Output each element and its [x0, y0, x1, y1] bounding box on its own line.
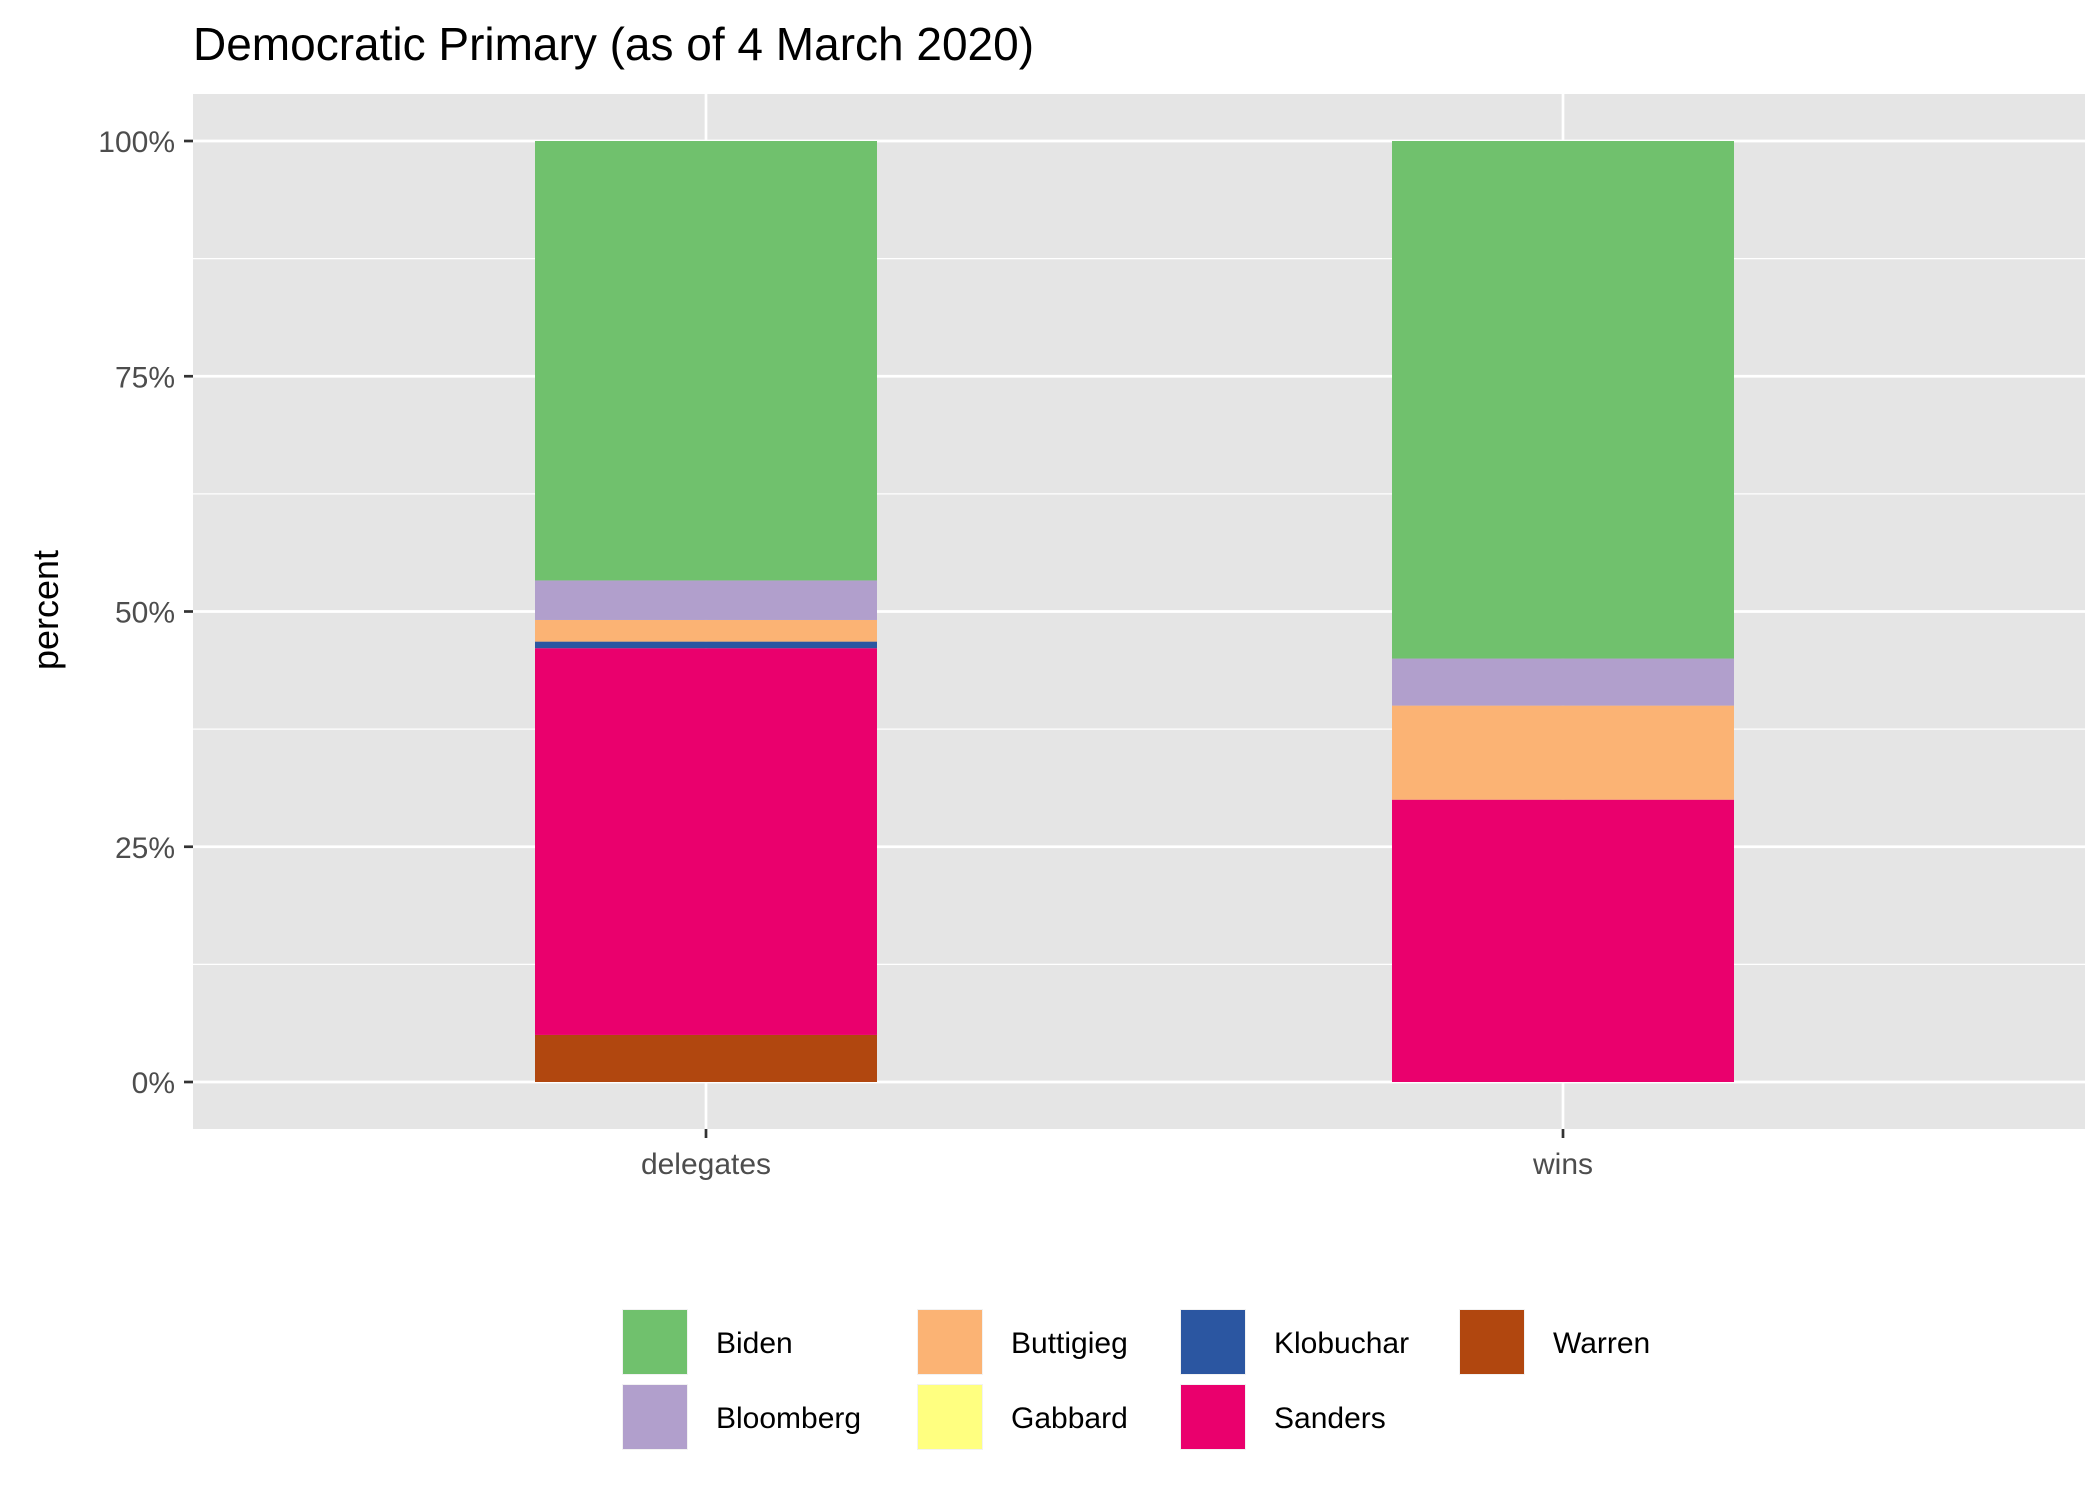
y-axis-title: percent [25, 550, 66, 670]
x-tick-label-delegates: delegates [641, 1148, 771, 1181]
x-axis: delegates wins [641, 1129, 1593, 1181]
legend-swatch [918, 1385, 982, 1449]
bar-wins-sanders [1392, 799, 1734, 1082]
legend-swatch [1460, 1310, 1524, 1374]
y-tick-label: 25% [115, 832, 175, 865]
bar-delegates-biden [535, 141, 877, 581]
legend-item-buttigieg: Buttigieg [917, 1309, 1128, 1375]
y-tick-label: 50% [115, 597, 175, 630]
legend-item-warren: Warren [1459, 1309, 1650, 1375]
x-tick-label-wins: wins [1532, 1148, 1593, 1181]
legend-swatch [1181, 1385, 1245, 1449]
bar-wins-bloomberg [1392, 658, 1734, 706]
bar-delegates-klobuchar [535, 641, 877, 649]
legend-label: Klobuchar [1274, 1327, 1409, 1360]
legend-item-bloomberg: Bloomberg [622, 1384, 861, 1450]
grid-minor [193, 257, 2085, 966]
legend-swatch [623, 1310, 687, 1374]
legend-label: Warren [1553, 1327, 1650, 1360]
legend-item-sanders: Sanders [1180, 1384, 1386, 1450]
bar-wins-buttigieg [1392, 705, 1734, 800]
bars [535, 141, 1734, 1082]
legend-label: Buttigieg [1011, 1327, 1128, 1360]
y-tick-label: 0% [132, 1067, 175, 1100]
legend-item-klobuchar: Klobuchar [1180, 1309, 1409, 1375]
legend-item-biden: Biden [622, 1309, 793, 1375]
legend-label: Bloomberg [716, 1402, 861, 1435]
bar-delegates-warren [535, 1034, 877, 1082]
bar-delegates-bloomberg [535, 580, 877, 620]
bar-wins-biden [1392, 141, 1734, 659]
y-axis: 0% 25% 50% 75% 100% [98, 126, 193, 1100]
legend: Biden Bloomberg Buttigieg Gabbard Klobuchar S… [622, 1309, 1650, 1450]
legend-swatch [623, 1385, 687, 1449]
chart-title: Democratic Primary (as of 4 March 2020) [193, 18, 1034, 70]
legend-label: Biden [716, 1327, 793, 1360]
legend-label: Gabbard [1011, 1402, 1128, 1435]
y-tick-label: 100% [98, 126, 175, 159]
y-tick-label: 75% [115, 361, 175, 394]
bar-delegates-buttigieg [535, 619, 877, 642]
legend-swatch [918, 1310, 982, 1374]
legend-swatch [1181, 1310, 1245, 1374]
legend-label: Sanders [1274, 1402, 1386, 1435]
legend-item-gabbard: Gabbard [917, 1384, 1128, 1450]
bar-delegates-sanders [535, 648, 877, 1035]
